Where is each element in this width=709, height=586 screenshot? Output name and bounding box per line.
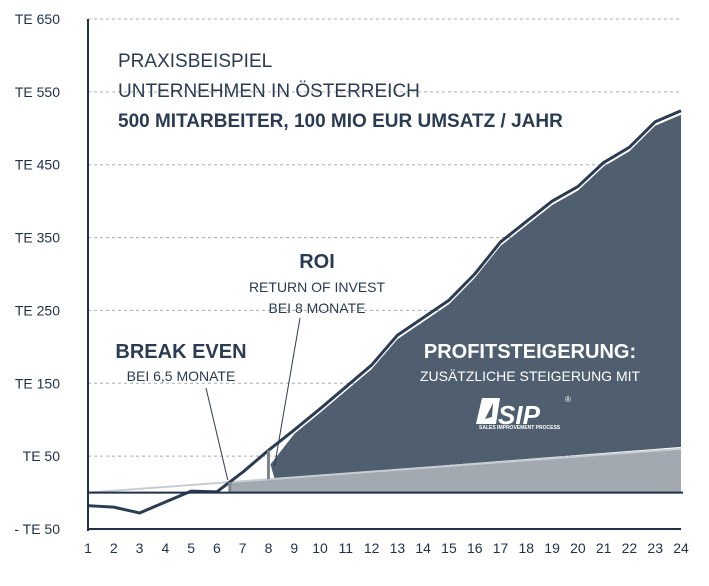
baseline-line	[87, 447, 682, 494]
x-tick-label: 3	[136, 540, 144, 556]
axes	[87, 19, 683, 531]
plot-areas	[229, 114, 681, 493]
profit-subtitle: ZUSÄTZLICHE STEIGERUNG MIT	[420, 368, 641, 384]
annotations: BREAK EVEN BEI 6,5 MONATE ROI RETURN OF …	[115, 251, 640, 384]
x-tick-label: 16	[467, 540, 483, 556]
title-line-3: 500 MITARBEITER, 100 MIO EUR UMSATZ / JA…	[118, 111, 563, 132]
profit-title: PROFITSTEIGERUNG:	[424, 341, 636, 363]
y-tick-label: TE 350	[15, 230, 60, 246]
sip-logo-text: SIP	[498, 400, 541, 430]
x-tick-label: 11	[339, 540, 354, 556]
x-tick-label: 4	[161, 540, 169, 556]
roi-subtitle-1: RETURN OF INVEST	[249, 279, 386, 295]
roi-pointer	[273, 317, 301, 467]
x-tick-label: 5	[187, 540, 195, 556]
x-tick-label: 18	[519, 540, 535, 556]
y-tick-label: TE 150	[15, 375, 60, 391]
baseline-area	[229, 448, 681, 493]
sip-logo-registered: ®	[565, 395, 571, 404]
sip-logo-mark-cut	[485, 403, 493, 419]
sip-logo-subtitle: SALES IMPROVEMENT PROCESS	[479, 425, 561, 431]
break-even-subtitle: BEI 6,5 MONATE	[127, 368, 236, 384]
x-tick-label: 20	[570, 540, 586, 556]
break-even-title: BREAK EVEN	[115, 341, 246, 363]
x-tick-label: 19	[544, 540, 560, 556]
x-tick-label: 14	[415, 540, 431, 556]
roi-title: ROI	[299, 251, 335, 273]
sip-logo-mark-icon	[476, 398, 500, 424]
x-tick-label: 17	[493, 540, 509, 556]
x-tick-label: 23	[647, 540, 663, 556]
x-tick-label: 13	[390, 540, 406, 556]
title-line-2: UNTERNEHMEN IN ÖSTERREICH	[118, 81, 420, 102]
x-tick-label: 24	[673, 540, 689, 556]
x-tick-label: 6	[213, 540, 221, 556]
x-tick-label: 9	[290, 540, 298, 556]
x-tick-label: 7	[239, 540, 247, 556]
x-tick-label: 2	[110, 540, 118, 556]
chart-title: PRAXISBEISPIEL UNTERNEHMEN IN ÖSTERREICH…	[118, 51, 563, 132]
y-tick-label: TE 650	[15, 11, 60, 27]
break-even-pointer	[205, 387, 229, 481]
y-tick-label: TE 250	[15, 302, 60, 318]
x-tick-label: 1	[84, 540, 92, 556]
x-tick-label: 15	[441, 540, 457, 556]
x-tick-label: 22	[622, 540, 638, 556]
x-tick-label: 10	[312, 540, 328, 556]
profit-area	[270, 114, 681, 479]
x-tick-label: 21	[596, 540, 612, 556]
x-tick-label: 8	[265, 540, 273, 556]
roi-subtitle-2: BEI 8 MONATE	[269, 300, 366, 316]
y-tick-label: TE 550	[15, 84, 60, 100]
title-line-1: PRAXISBEISPIEL	[118, 51, 272, 72]
y-tick-labels: TE 650 TE 550 TE 450 TE 350 TE 250 TE 150 TE 5…	[14, 11, 60, 537]
sip-logo: SIP ® SALES IMPROVEMENT PROCESS	[476, 395, 571, 431]
x-tick-labels: 1 2 3 4 5 6 7 8 9 10 11 12 13 14 15 16 17 18 19 20 21 22 23 24	[84, 540, 689, 556]
y-tick-label: TE 450	[15, 157, 60, 173]
y-tick-label: TE 50	[23, 448, 61, 464]
y-tick-label: - TE 50	[14, 521, 60, 537]
x-tick-label: 12	[364, 540, 380, 556]
